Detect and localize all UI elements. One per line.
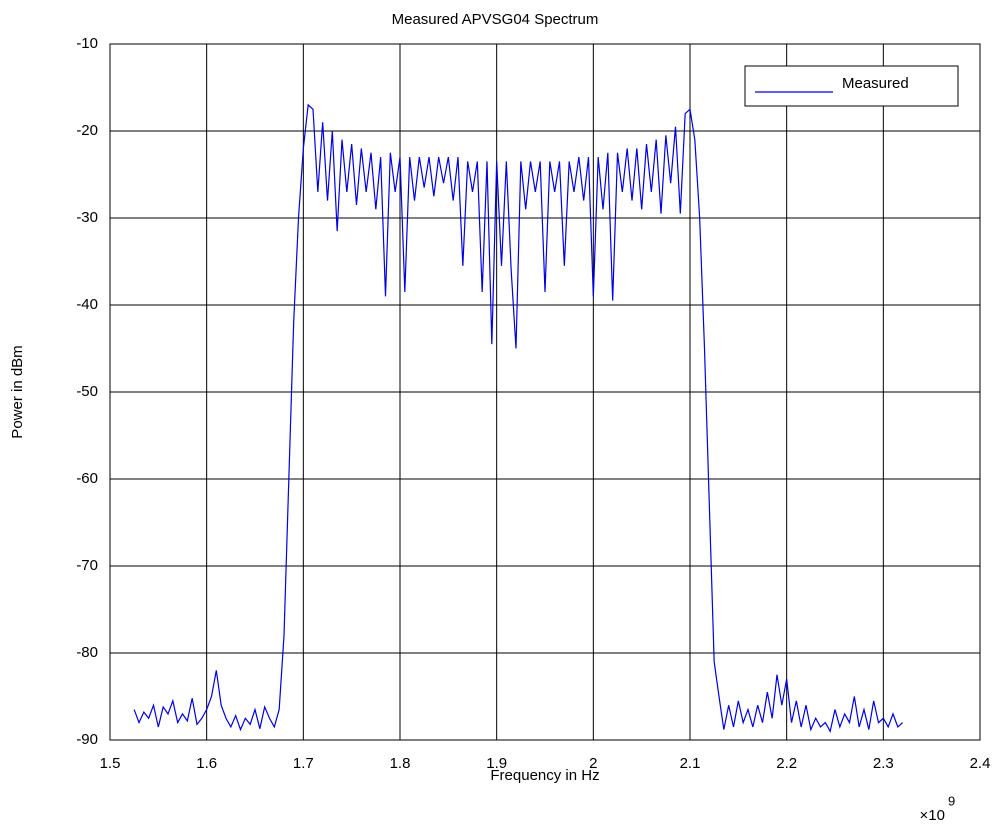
x-tick-label: 1.7 [293, 755, 314, 772]
x-tick-label: 2.2 [776, 755, 797, 772]
x-tick-label: 1.8 [390, 755, 411, 772]
x-multiplier: ×10 [920, 807, 945, 824]
y-tick-label: -50 [76, 383, 98, 400]
x-tick-label: 2.3 [873, 755, 894, 772]
y-tick-label: -60 [76, 470, 98, 487]
x-tick-label: 2.4 [970, 755, 991, 772]
y-tick-label: -90 [76, 731, 98, 748]
legend-label: Measured [842, 75, 909, 92]
y-tick-label: -10 [76, 35, 98, 52]
y-axis-label: Power in dBm [9, 345, 26, 438]
x-tick-label: 1.9 [486, 755, 507, 772]
series-line [133, 103, 904, 733]
legend-box [744, 65, 959, 107]
y-tick-label: -80 [76, 644, 98, 661]
plot-frame [109, 43, 981, 741]
y-tick-label: -40 [76, 296, 98, 313]
x-multiplier-exponent: 9 [948, 793, 955, 808]
y-tick-label: -70 [76, 557, 98, 574]
x-tick-label: 2.1 [680, 755, 701, 772]
y-tick-label: -20 [76, 122, 98, 139]
x-tick-label: 1.6 [196, 755, 217, 772]
x-axis-label: Frequency in Hz [490, 767, 599, 784]
x-tick-label: 1.5 [100, 755, 121, 772]
y-tick-label: -30 [76, 209, 98, 226]
x-tick-label: 2 [589, 755, 597, 772]
chart-title: Measured APVSG04 Spectrum [392, 11, 599, 28]
